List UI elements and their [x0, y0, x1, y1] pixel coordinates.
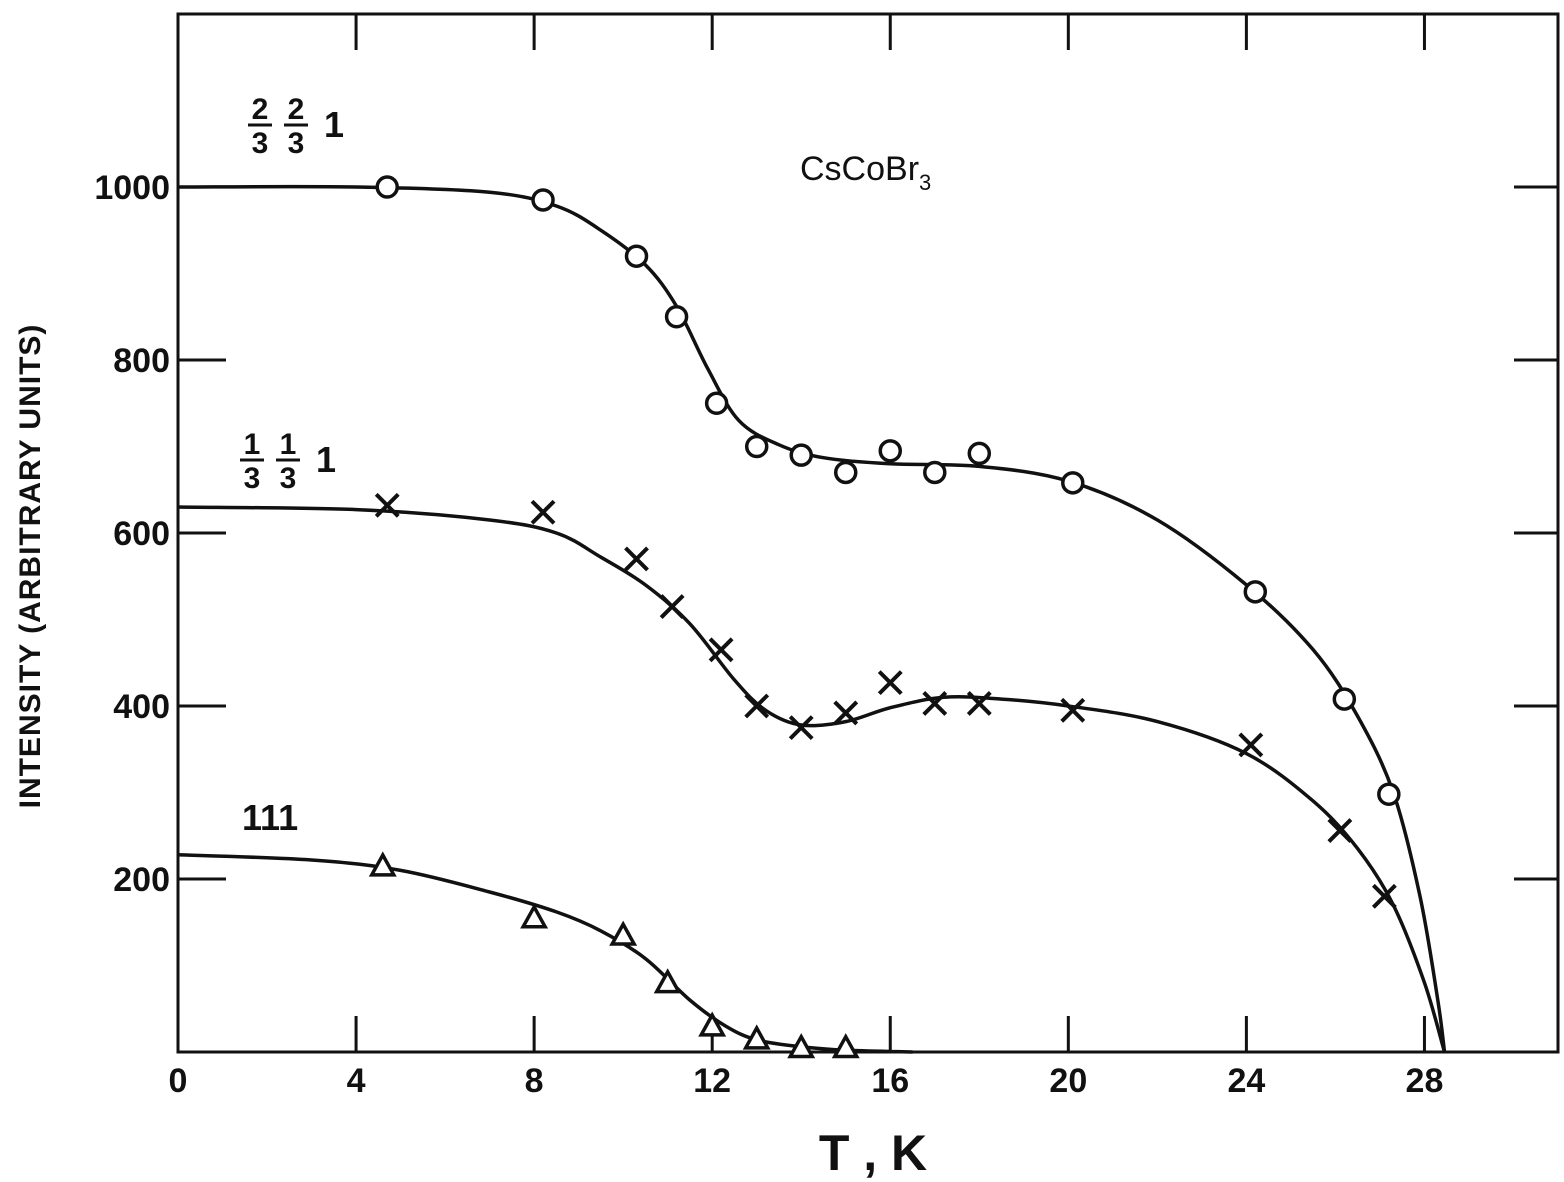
series-2-2-1-point	[923, 460, 947, 485]
fraction-numerator: 1	[244, 428, 261, 461]
series-2-2-1-curve	[177, 184, 1447, 1053]
series-1-1-1-point	[1371, 883, 1397, 909]
fraction-denominator: 3	[280, 462, 297, 495]
fraction-denominator: 3	[252, 127, 269, 160]
series-111-point	[742, 1024, 771, 1050]
series-2-2-1-point	[1332, 687, 1357, 711]
series-label-index: 1	[324, 104, 344, 145]
x-tick-label: 0	[169, 1062, 188, 1100]
series-111-point	[653, 968, 682, 994]
series-1-1-1-point	[744, 693, 770, 719]
fraction-denominator: 3	[288, 127, 305, 160]
chart-title: CsCoBr3	[800, 150, 931, 195]
series-111-point	[831, 1033, 860, 1059]
x-tick-label: 12	[693, 1062, 731, 1100]
series-2-2-1-point	[1377, 782, 1401, 806]
x-tick-label: 28	[1406, 1062, 1444, 1100]
y-axis-title: INTENSITY (ARBITRARY UNITS)	[14, 324, 47, 809]
series-2-2-1-point	[1243, 580, 1268, 604]
series-1-1-1-point	[659, 594, 685, 619]
x-tick-label: 24	[1227, 1062, 1265, 1100]
series-1-1-1-point	[922, 690, 948, 716]
y-tick-label: 600	[113, 515, 170, 553]
chart-title-subscript: 3	[919, 170, 931, 195]
series-111-point	[609, 920, 638, 946]
x-axis-title: T , K	[819, 1125, 927, 1181]
fraction-numerator: 2	[288, 93, 305, 126]
series-2-2-1-point	[878, 439, 903, 463]
y-tick-label: 800	[113, 342, 170, 380]
series-111-point	[698, 1011, 727, 1037]
chart-title-main: CsCoBr	[800, 150, 919, 188]
series-1-1-1-point	[1238, 732, 1264, 758]
series-2-2-1-point	[375, 175, 399, 199]
series-1-1-1-point	[1060, 697, 1086, 723]
series-label-index: 1	[316, 439, 336, 480]
series-2-2-1-point	[531, 188, 555, 212]
x-tick-label: 20	[1049, 1062, 1087, 1100]
series-1-1-1-point	[788, 715, 814, 741]
series-1-1-1-point	[966, 690, 992, 716]
y-tick-label: 200	[113, 861, 170, 899]
x-tick-label: 16	[871, 1062, 909, 1100]
series-2-2-1-point	[1061, 471, 1085, 495]
series-2-2-1-point	[624, 244, 649, 268]
series-2-2-1-point	[664, 305, 689, 329]
series-2-2-1-point	[789, 443, 813, 467]
series-label-index: 111	[242, 797, 298, 838]
x-tick-label: 8	[525, 1062, 544, 1100]
series-1-1-1-point	[877, 670, 903, 696]
series-1-1-1-curve	[177, 505, 1447, 1053]
series-2-2-1-point	[967, 441, 992, 466]
y-tick-label: 400	[113, 688, 170, 726]
series-1-1-1-point	[374, 492, 400, 518]
series-111-point	[520, 903, 549, 929]
series-1-1-1-point	[833, 700, 859, 726]
series-1-1-1-point	[708, 637, 734, 663]
fraction-denominator: 3	[244, 462, 261, 495]
series-1-1-1-point	[624, 546, 649, 572]
fraction-numerator: 1	[280, 428, 297, 461]
y-tick-label: 1000	[94, 169, 170, 207]
series-label-111: 111	[242, 797, 298, 838]
series-1-1-1-point	[1327, 818, 1353, 843]
series-2-2-1-point	[704, 391, 729, 415]
series-1-1-1-point	[530, 499, 556, 525]
series-111-point	[787, 1033, 816, 1059]
fraction-numerator: 2	[252, 93, 269, 126]
x-tick-label: 4	[347, 1062, 366, 1100]
series-2-2-1-point	[833, 460, 858, 485]
series-111-point	[368, 851, 397, 877]
series-2-2-1-point	[744, 434, 769, 459]
